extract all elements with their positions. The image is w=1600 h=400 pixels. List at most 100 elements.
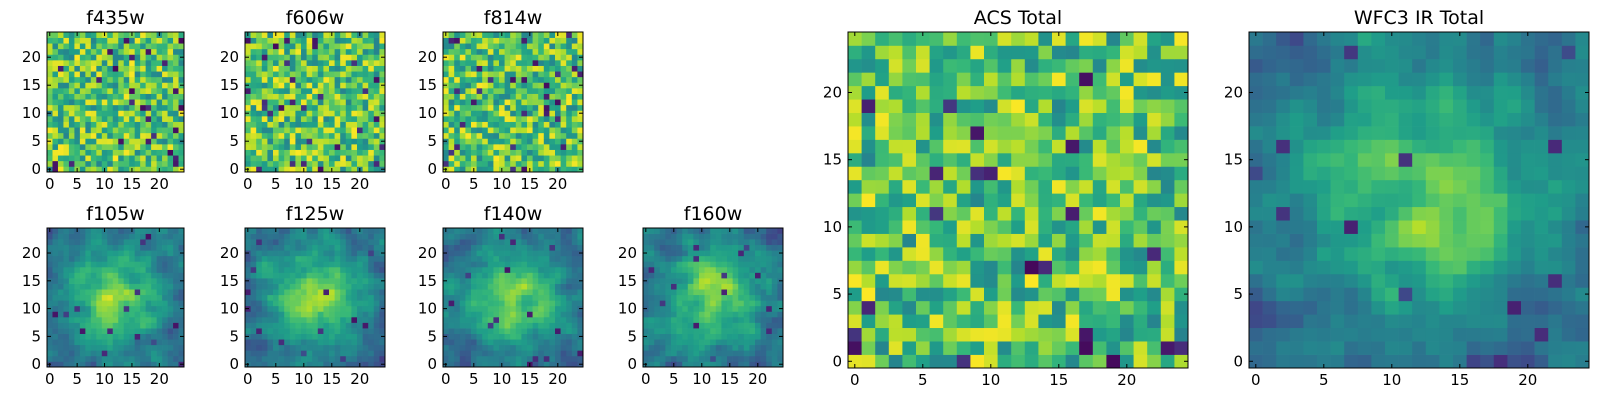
heatmap-cell: [687, 322, 694, 329]
heatmap-cell: [454, 104, 461, 111]
heatmap-cell: [1106, 314, 1121, 329]
heatmap-cell: [1065, 327, 1080, 342]
heatmap-cell: [566, 289, 573, 296]
heatmap-cell: [306, 121, 313, 128]
heatmap-cell: [476, 166, 483, 173]
heatmap-cell: [317, 250, 324, 257]
heatmap-cell: [134, 300, 141, 307]
heatmap-cell: [96, 316, 103, 323]
heatmap-cell: [476, 250, 483, 257]
heatmap-cell: [134, 244, 141, 251]
heatmap-cell: [368, 355, 375, 362]
heatmap-cell: [267, 289, 274, 296]
heatmap-cell: [654, 300, 661, 307]
heatmap-cell: [687, 355, 694, 362]
heatmap-cell: [710, 355, 717, 362]
heatmap-cell: [566, 32, 573, 38]
heatmap-cell: [334, 305, 341, 312]
heatmap-cell: [362, 149, 369, 156]
heatmap-cell: [140, 65, 146, 72]
heatmap-cell: [52, 289, 59, 296]
heatmap-cell: [771, 261, 778, 268]
heatmap-cell: [749, 361, 756, 368]
heatmap-cell: [334, 278, 341, 284]
heatmap-cell: [727, 305, 733, 312]
heatmap-cell: [140, 266, 146, 273]
heatmap-cell: [129, 155, 136, 162]
heatmap-cell: [538, 88, 545, 94]
heatmap-cell: [267, 305, 274, 312]
heatmap-cell: [317, 305, 324, 312]
heatmap-cell: [448, 132, 455, 139]
heatmap-cell: [577, 149, 584, 156]
heatmap-cell: [560, 54, 567, 61]
heatmap-cell: [362, 272, 369, 279]
heatmap-cell: [1024, 273, 1039, 288]
heatmap-cell: [738, 239, 745, 246]
heatmap-cell: [118, 250, 125, 257]
heatmap-cell: [732, 255, 739, 262]
heatmap-cell: [738, 305, 745, 312]
heatmap-cell: [459, 71, 466, 78]
heatmap-cell: [140, 82, 146, 89]
x-tick-label: 20: [150, 370, 169, 388]
heatmap-cell: [101, 272, 108, 279]
heatmap-cell: [312, 233, 319, 240]
heatmap-cell: [250, 37, 257, 44]
heatmap-cell: [443, 322, 449, 329]
x-tick-label: 10: [492, 175, 511, 193]
heatmap-cell: [1079, 287, 1094, 302]
heatmap-cell: [52, 110, 59, 117]
heatmap-cell: [1147, 314, 1162, 329]
heatmap-cell: [493, 54, 500, 61]
heatmap-cell: [123, 99, 130, 106]
heatmap-cell: [123, 48, 130, 55]
heatmap-cell: [362, 43, 369, 50]
heatmap-cell: [499, 278, 505, 284]
heatmap-cell: [465, 355, 472, 362]
heatmap-cell: [63, 37, 70, 44]
heatmap-cell: [521, 244, 528, 251]
heatmap-cell: [250, 278, 257, 284]
heatmap-cell: [261, 37, 268, 44]
heatmap-cell: [560, 166, 567, 173]
heatmap-cell: [57, 294, 64, 301]
heatmap-cell: [250, 138, 257, 145]
heatmap-cell: [727, 261, 733, 268]
heatmap-cell: [543, 48, 550, 55]
heatmap-cell: [345, 228, 352, 234]
heatmap-cell: [261, 65, 268, 72]
heatmap-cell: [68, 116, 75, 122]
heatmap-cell: [454, 350, 461, 357]
heatmap-cell: [57, 93, 64, 100]
heatmap-cell: [101, 233, 108, 240]
heatmap-cell: [487, 339, 494, 346]
heatmap-cell: [295, 99, 302, 106]
heatmap-cell: [140, 255, 146, 262]
heatmap-cell: [47, 43, 53, 50]
heatmap-cell: [167, 339, 174, 346]
heatmap-cell: [368, 54, 375, 61]
x-tick-label: 15: [720, 370, 739, 388]
heatmap-cell: [760, 322, 767, 329]
heatmap-cell: [956, 193, 971, 208]
heatmap-cell: [57, 261, 64, 268]
heatmap-cell: [101, 294, 108, 301]
heatmap-cell: [362, 355, 369, 362]
heatmap-cell: [129, 48, 136, 55]
heatmap-cell: [245, 328, 251, 334]
heatmap-cell: [1065, 179, 1080, 194]
heatmap-cell: [654, 361, 661, 368]
heatmap-cell: [295, 104, 302, 111]
heatmap-cell: [487, 228, 494, 234]
y-tick-label: 15: [618, 272, 637, 290]
heatmap-cell: [721, 283, 728, 290]
heatmap-cell: [273, 261, 279, 268]
heatmap-cell: [687, 289, 694, 296]
heatmap-cell: [362, 32, 369, 38]
heatmap-cell: [129, 116, 136, 122]
heatmap-cell: [334, 99, 341, 106]
heatmap-cell: [738, 322, 745, 329]
heatmap-cell: [482, 311, 489, 318]
heatmap-cell: [543, 99, 550, 106]
